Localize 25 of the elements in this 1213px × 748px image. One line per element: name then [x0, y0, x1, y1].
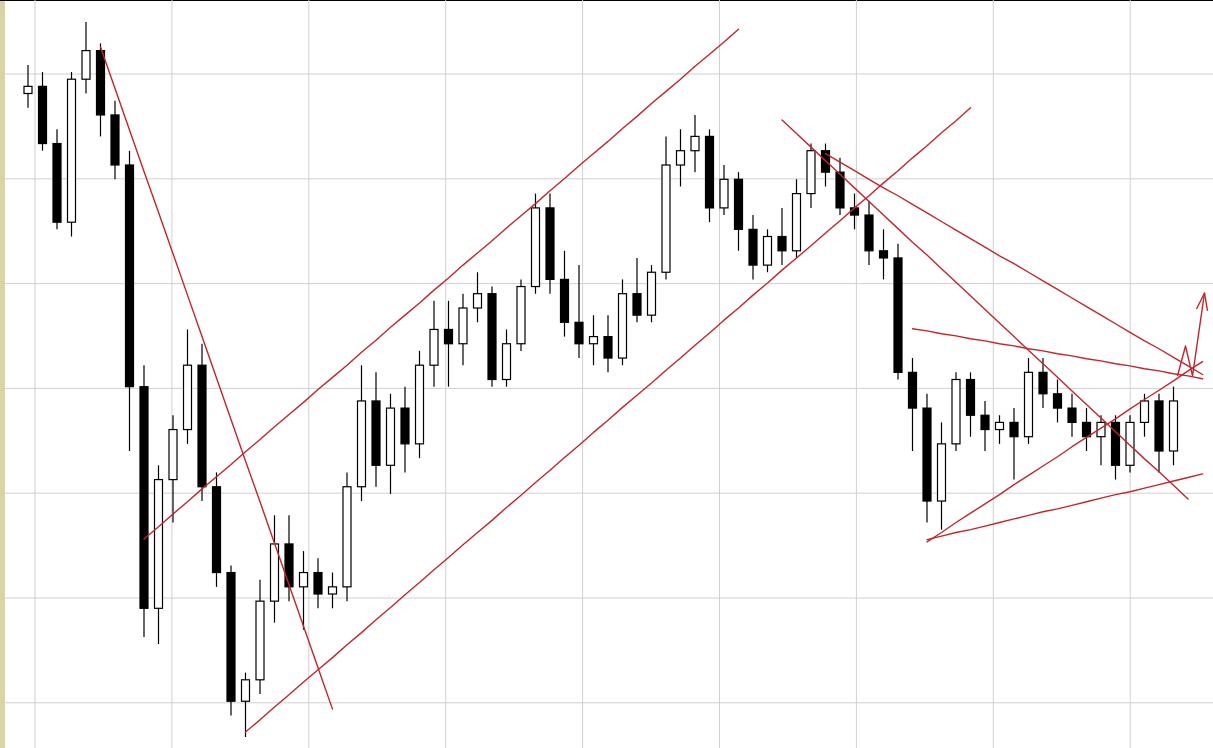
candlestick [1096, 414, 1106, 466]
candlestick [878, 228, 889, 280]
candlestick [327, 571, 338, 609]
candlestick [777, 207, 787, 266]
candlestick [690, 114, 700, 173]
candlestick [849, 193, 860, 230]
candlestick [632, 257, 642, 323]
candlestick [1139, 393, 1150, 438]
candlestick [574, 264, 584, 359]
candlestick [1052, 378, 1063, 423]
candlestick [472, 271, 483, 323]
candlestick [443, 300, 454, 388]
candlestick [603, 314, 613, 373]
candlestick [1067, 393, 1077, 438]
candlestick [980, 400, 990, 452]
candlestick [588, 314, 599, 366]
candlestick [23, 64, 33, 109]
candlestick [313, 557, 323, 609]
candlestick [675, 128, 686, 188]
candlestick [1081, 407, 1092, 452]
candlestick [994, 414, 1005, 445]
candlestick [1009, 407, 1019, 481]
candlestick [298, 550, 309, 631]
candlestick [1038, 357, 1048, 409]
candlestick [240, 672, 251, 738]
